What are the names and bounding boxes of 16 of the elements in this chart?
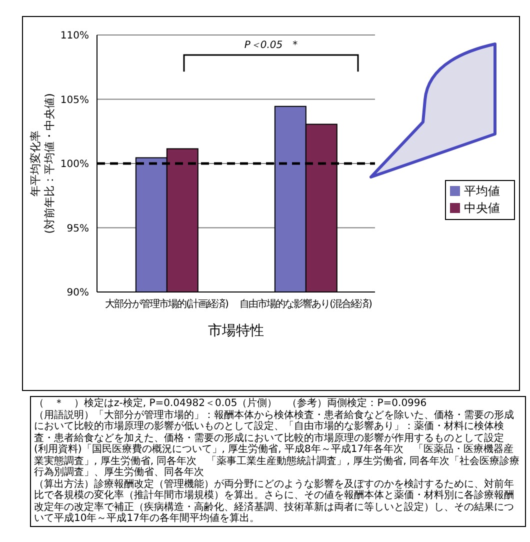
text: （用語説明）「大部分が管理市場的」：報酬本体から検体検査・患者給食などを除いた、価格・需要の形成において比較的市場原理の影響が低いものとして設定、「自由市場的な影響あり」：薬価・材料に検体検査・患者給食などを加えた、価格・需要の形成において比較的市場原理の影響が作用するものとして設定: [34, 410, 515, 444]
y-axis-title: 年平均変化率 (対前年比：平均値・中央値): [29, 93, 56, 234]
y-tick-label: 100%: [60, 159, 89, 170]
legend-label: 平均値: [464, 184, 500, 198]
legend-label: 中央値: [464, 200, 500, 214]
text: (利用資料)「国民医療費の概況について」, 厚生労働省, 平成8年～平成17年各年次 「医薬品・医療機器産業実態調査」, 厚生労働省, 同各年次 「薬事工業生産動態統計調査」, 厚生労働省, 同各年次「社会医療診療行為別調査」、厚生労働省、同各年次: [34, 444, 520, 478]
y-tick-label: 105%: [60, 94, 89, 106]
y-tick-label: 110%: [60, 30, 89, 42]
x-tick-label: 大部分が管理市場的(計画経済): [105, 298, 229, 310]
text: （算出方法）診療報酬改定（管理機能）が両分野にどのような影響を及ぼすのかを検討するために、対前年比で各規模の変化率（推計年間市場規模）を算出。さらに、その値を報酬本体と薬価・材料別に各診療報酬改定年の改定率で補正（疾病構造・高齢化、経済基調、技術革新は両者に等しいと設定）し、その結果について平成10年～平成17年の各年間平均値を算出。: [34, 478, 515, 524]
text: （ ＊ ）検定はz-検定, P=0.04982＜0.05（片側） （参考）両側検定：P=0.0996: [34, 398, 428, 410]
y-tick-label: 95%: [66, 223, 89, 234]
x-axis-title: 市場特性: [208, 323, 264, 339]
x-tick-label: 自由市場的な影響あり(混合経済): [240, 298, 372, 310]
y-tick-label: 90%: [66, 288, 89, 299]
annotation: P＜0.05 *: [243, 40, 299, 52]
